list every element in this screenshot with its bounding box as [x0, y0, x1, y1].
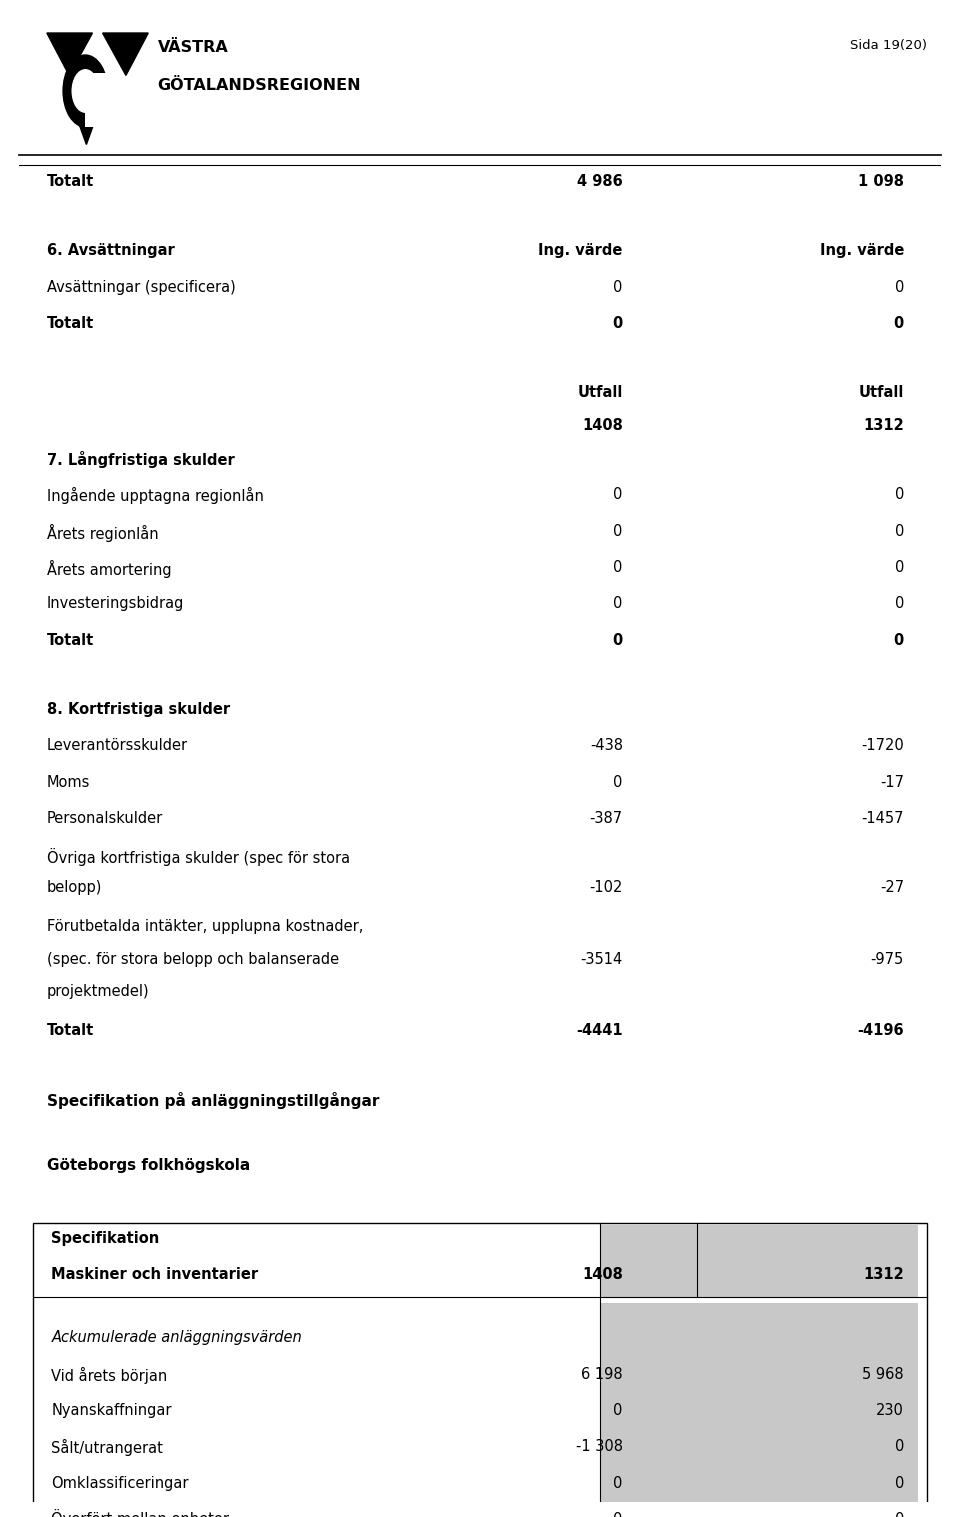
Text: 6 198: 6 198 [581, 1367, 623, 1382]
Text: 1312: 1312 [863, 1267, 904, 1282]
Text: 1408: 1408 [582, 1267, 623, 1282]
Bar [600, 1224, 918, 1261]
Text: Göteborgs folkhögskola: Göteborgs folkhögskola [47, 1159, 251, 1174]
Text: 0: 0 [613, 487, 623, 502]
Text: -438: -438 [589, 739, 623, 754]
Text: -27: -27 [879, 880, 904, 895]
Text: 0: 0 [895, 596, 904, 611]
Text: -17: -17 [880, 775, 904, 790]
Bar [600, 1361, 918, 1397]
Text: -1457: -1457 [861, 812, 904, 827]
Text: Specifikation på anläggningstillgångar: Specifikation på anläggningstillgångar [47, 1092, 379, 1109]
Text: Avsättningar (specificera): Avsättningar (specificera) [47, 279, 235, 294]
Text: Ing. värde: Ing. värde [539, 243, 623, 258]
Text: Leverantörsskulder: Leverantörsskulder [47, 739, 188, 754]
Bar [600, 1303, 918, 1330]
Text: -3514: -3514 [581, 951, 623, 966]
Polygon shape [75, 114, 98, 144]
Text: VÄSTRA: VÄSTRA [157, 41, 228, 56]
Text: Totalt: Totalt [47, 174, 94, 190]
Text: 1 098: 1 098 [858, 174, 904, 190]
Text: Årets regionlån: Årets regionlån [47, 523, 158, 542]
Text: Totalt: Totalt [47, 316, 94, 331]
Text: 6. Avsättningar: 6. Avsättningar [47, 243, 175, 258]
Text: 1312: 1312 [863, 419, 904, 432]
Text: Ingående upptagna regionlån: Ingående upptagna regionlån [47, 487, 264, 504]
Circle shape [72, 70, 99, 112]
Text: Nyanskaffningar: Nyanskaffningar [52, 1403, 172, 1418]
Text: 0: 0 [895, 560, 904, 575]
Text: Personalskulder: Personalskulder [47, 812, 163, 827]
Text: projektmedel): projektmedel) [47, 985, 150, 1000]
Text: 0: 0 [613, 596, 623, 611]
Text: belopp): belopp) [47, 880, 102, 895]
Text: Ing. värde: Ing. värde [820, 243, 904, 258]
Text: 0: 0 [895, 487, 904, 502]
Text: 0: 0 [613, 1403, 623, 1418]
Text: Utfall: Utfall [858, 385, 904, 400]
Bar [600, 1434, 918, 1470]
Text: 0: 0 [895, 523, 904, 539]
Text: 0: 0 [612, 316, 623, 331]
Text: 7. Långfristiga skulder: 7. Långfristiga skulder [47, 451, 234, 467]
Text: Vid årets början: Vid årets början [52, 1367, 168, 1384]
Text: -1720: -1720 [861, 739, 904, 754]
Text: 0: 0 [895, 1440, 904, 1455]
Text: 0: 0 [894, 633, 904, 648]
Text: Övriga kortfristiga skulder (spec för stora: Övriga kortfristiga skulder (spec för st… [47, 848, 350, 866]
Text: -387: -387 [589, 812, 623, 827]
Text: -102: -102 [589, 880, 623, 895]
Bar [33, 1223, 927, 1517]
Text: 0: 0 [895, 1476, 904, 1491]
Text: 5 968: 5 968 [862, 1367, 904, 1382]
Text: -4196: -4196 [857, 1022, 904, 1038]
Text: 0: 0 [613, 775, 623, 790]
Bar [600, 1470, 918, 1506]
Polygon shape [47, 33, 92, 76]
Bar [600, 1397, 918, 1434]
Text: 8. Kortfristiga skulder: 8. Kortfristiga skulder [47, 702, 230, 718]
Polygon shape [103, 33, 148, 76]
Bar [600, 1261, 918, 1297]
Text: 0: 0 [612, 633, 623, 648]
Text: -1 308: -1 308 [576, 1440, 623, 1455]
Text: Omklassificeringar: Omklassificeringar [52, 1476, 189, 1491]
Text: Moms: Moms [47, 775, 90, 790]
Text: 4 986: 4 986 [577, 174, 623, 190]
Text: 0: 0 [613, 560, 623, 575]
Text: Sida 19(20): Sida 19(20) [850, 39, 927, 52]
Text: 0: 0 [895, 1512, 904, 1517]
Text: Specifikation: Specifikation [52, 1230, 159, 1245]
Text: Ackumulerade anläggningsvärden: Ackumulerade anläggningsvärden [52, 1330, 302, 1346]
Text: 230: 230 [876, 1403, 904, 1418]
Text: Totalt: Totalt [47, 633, 94, 648]
Text: 0: 0 [895, 279, 904, 294]
Bar [600, 1324, 918, 1361]
Text: 0: 0 [613, 1476, 623, 1491]
Text: 0: 0 [613, 1512, 623, 1517]
Text: Förutbetalda intäkter, upplupna kostnader,: Förutbetalda intäkter, upplupna kostnade… [47, 919, 363, 934]
Bar [85, 73, 112, 127]
Text: Utfall: Utfall [578, 385, 623, 400]
Text: 1408: 1408 [582, 419, 623, 432]
Bar [600, 1506, 918, 1517]
Text: 0: 0 [894, 316, 904, 331]
Text: Sålt/utrangerat: Sålt/utrangerat [52, 1440, 163, 1456]
Text: -975: -975 [871, 951, 904, 966]
Text: 0: 0 [613, 279, 623, 294]
Text: Maskiner och inventarier: Maskiner och inventarier [52, 1267, 258, 1282]
Text: Överfört mellan enheter: Överfört mellan enheter [52, 1512, 229, 1517]
Text: Årets amortering: Årets amortering [47, 560, 172, 578]
Text: Investeringsbidrag: Investeringsbidrag [47, 596, 184, 611]
Text: GÖTALANDSREGIONEN: GÖTALANDSREGIONEN [157, 77, 361, 93]
Text: Totalt: Totalt [47, 1022, 94, 1038]
Circle shape [63, 55, 108, 127]
Text: (spec. för stora belopp och balanserade: (spec. för stora belopp och balanserade [47, 951, 339, 966]
Text: -4441: -4441 [576, 1022, 623, 1038]
Text: 0: 0 [613, 523, 623, 539]
